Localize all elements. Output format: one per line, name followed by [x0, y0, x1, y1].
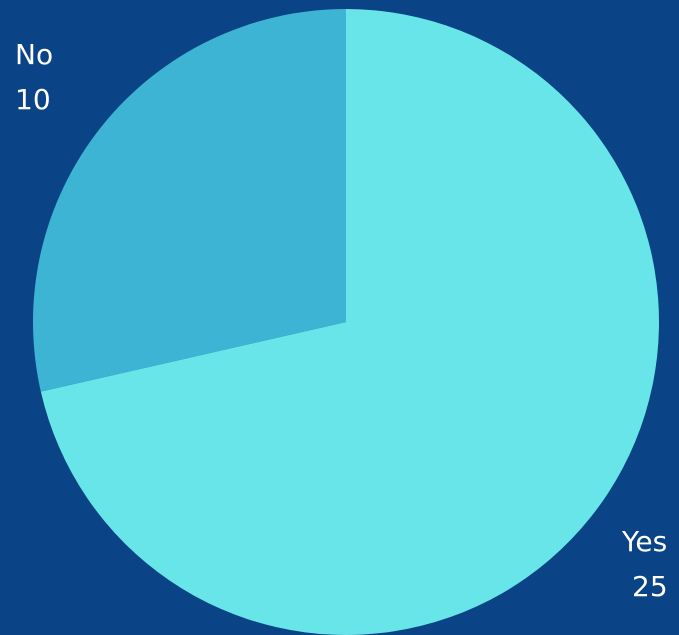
pie-slices	[32, 9, 660, 635]
slice-name-no: No	[15, 38, 54, 71]
slice-value-yes: 25	[632, 570, 668, 603]
slice-label-no: No 10	[15, 32, 53, 122]
slice-name-yes: Yes	[622, 525, 668, 558]
pie-slice-yes	[40, 9, 660, 635]
pie-slice-no	[32, 9, 346, 392]
slice-value-no: 10	[15, 83, 51, 116]
slice-label-yes: Yes 25	[622, 519, 668, 609]
